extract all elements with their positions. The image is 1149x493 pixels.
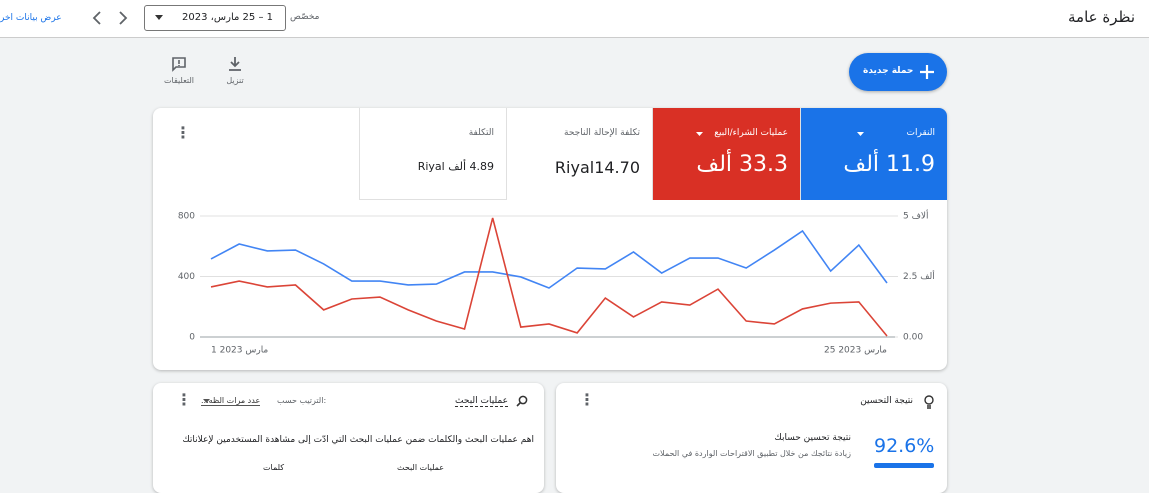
search-icon [516,395,528,407]
metric-label: التكلفة [468,128,494,138]
y-tick-label: 800 [178,212,195,222]
metric-value: 33.3 ألف [696,152,788,177]
x-tick-label: 1 مارس 2023 [211,346,268,356]
searches-description: أهم عمليات البحث والكلمات ضمن عمليات الب… [182,435,534,445]
metric-tile[interactable]: التكلفة 4.89 ألف Riyal [359,108,506,200]
metric-tile[interactable]: النقرات 11.9 ألف [800,108,947,200]
y2-tick-label: 5 ألاف [903,210,929,222]
menu-dots[interactable]: ⋮ [176,390,192,409]
series-line [210,217,888,337]
optimization-card: نتيجة التحسين ⋮ نتيجة تحسين حسابك زيادة … [556,383,947,493]
date-mode: مخصّص [290,12,320,22]
column-header: كلمات [263,463,285,472]
metric-tile[interactable]: عمليات الشراء/البيع 33.3 ألف [652,108,800,200]
card-title: نتيجة التحسين [860,396,913,406]
header: نظرة عامة عرض بيانات آخر 1 – 25 مارس، 20… [0,0,1149,38]
download-icon [229,57,241,71]
new-campaign-button[interactable]: حملة جديدة [849,53,947,91]
y2-tick-label: 0.00 [903,333,923,343]
menu-dots[interactable]: ⋮ [175,123,191,142]
sort-value[interactable]: عدد مرات الظه... [201,396,261,406]
sort-label: الترتيب حسب: [277,396,327,405]
download-button[interactable]: تنزيل [218,56,252,92]
y2-tick-label: 2.5 ألف [903,270,935,282]
series-line [210,229,888,289]
button-label: حملة جديدة [863,66,914,76]
metric-value: Riyal14.70 [554,158,640,177]
score-description: زيادة نتائجك من خلال تطبيق الاقتراحات ال… [652,449,851,458]
performance-card: ⋮ النقرات 11.9 ألف عمليات الشراء/البيع 33.… [153,108,947,370]
x-tick-label: 25 مارس 2023 [824,346,887,356]
card-title[interactable]: عمليات البحث [455,396,508,407]
bulb-icon [924,395,934,409]
y-tick-label: 400 [178,272,195,282]
column-header: عمليات البحث [397,463,445,472]
metric-value: 11.9 ألف [843,152,935,177]
menu-dots[interactable]: ⋮ [579,390,595,409]
metric-label: النقرات [906,128,935,138]
date-picker[interactable]: 1 – 25 مارس، 2023 [144,5,286,31]
date-range: 1 – 25 مارس، 2023 [182,12,273,23]
score-value: 92.6% [874,435,935,457]
page-title: نظرة عامة [1068,8,1135,26]
nav-arrows[interactable] [88,9,138,27]
score-heading: نتيجة تحسين حسابك [774,433,851,443]
download-label: تنزيل [226,76,244,85]
view-link[interactable]: عرض بيانات آخر [0,13,62,23]
chart: 0 400 800 0.00 2.5 ألف 5 ألاف 1 مارس 2023 25 ما… [178,210,935,356]
metric-label: تكلفة الإحالة الناجحة [564,128,640,138]
metric-value: 4.89 ألف Riyal [417,160,494,173]
y-tick-label: 0 [189,333,195,343]
feedback-button[interactable]: التعليقات [160,56,198,92]
feedback-icon [172,57,186,72]
metric-tile[interactable]: تكلفة الإحالة الناجحة Riyal14.70 [506,108,652,200]
score-bar [874,463,934,468]
metric-label: عمليات الشراء/البيع [714,128,788,138]
feedback-label: التعليقات [163,76,194,85]
searches-card: عمليات البحث الترتيب حسب: عدد مرات الظه.… [153,383,544,493]
